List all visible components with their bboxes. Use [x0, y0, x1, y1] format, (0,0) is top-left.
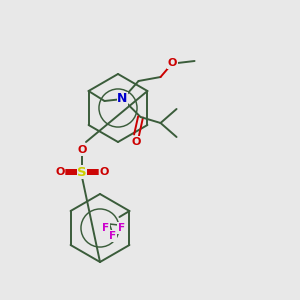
- Text: N: N: [117, 92, 128, 106]
- Text: F: F: [102, 223, 109, 233]
- Text: O: O: [99, 167, 109, 177]
- Text: O: O: [168, 58, 177, 68]
- Text: O: O: [132, 137, 141, 147]
- Text: O: O: [77, 145, 87, 155]
- Text: O: O: [55, 167, 65, 177]
- Text: S: S: [77, 166, 87, 178]
- Text: F: F: [109, 231, 116, 241]
- Text: F: F: [118, 223, 125, 233]
